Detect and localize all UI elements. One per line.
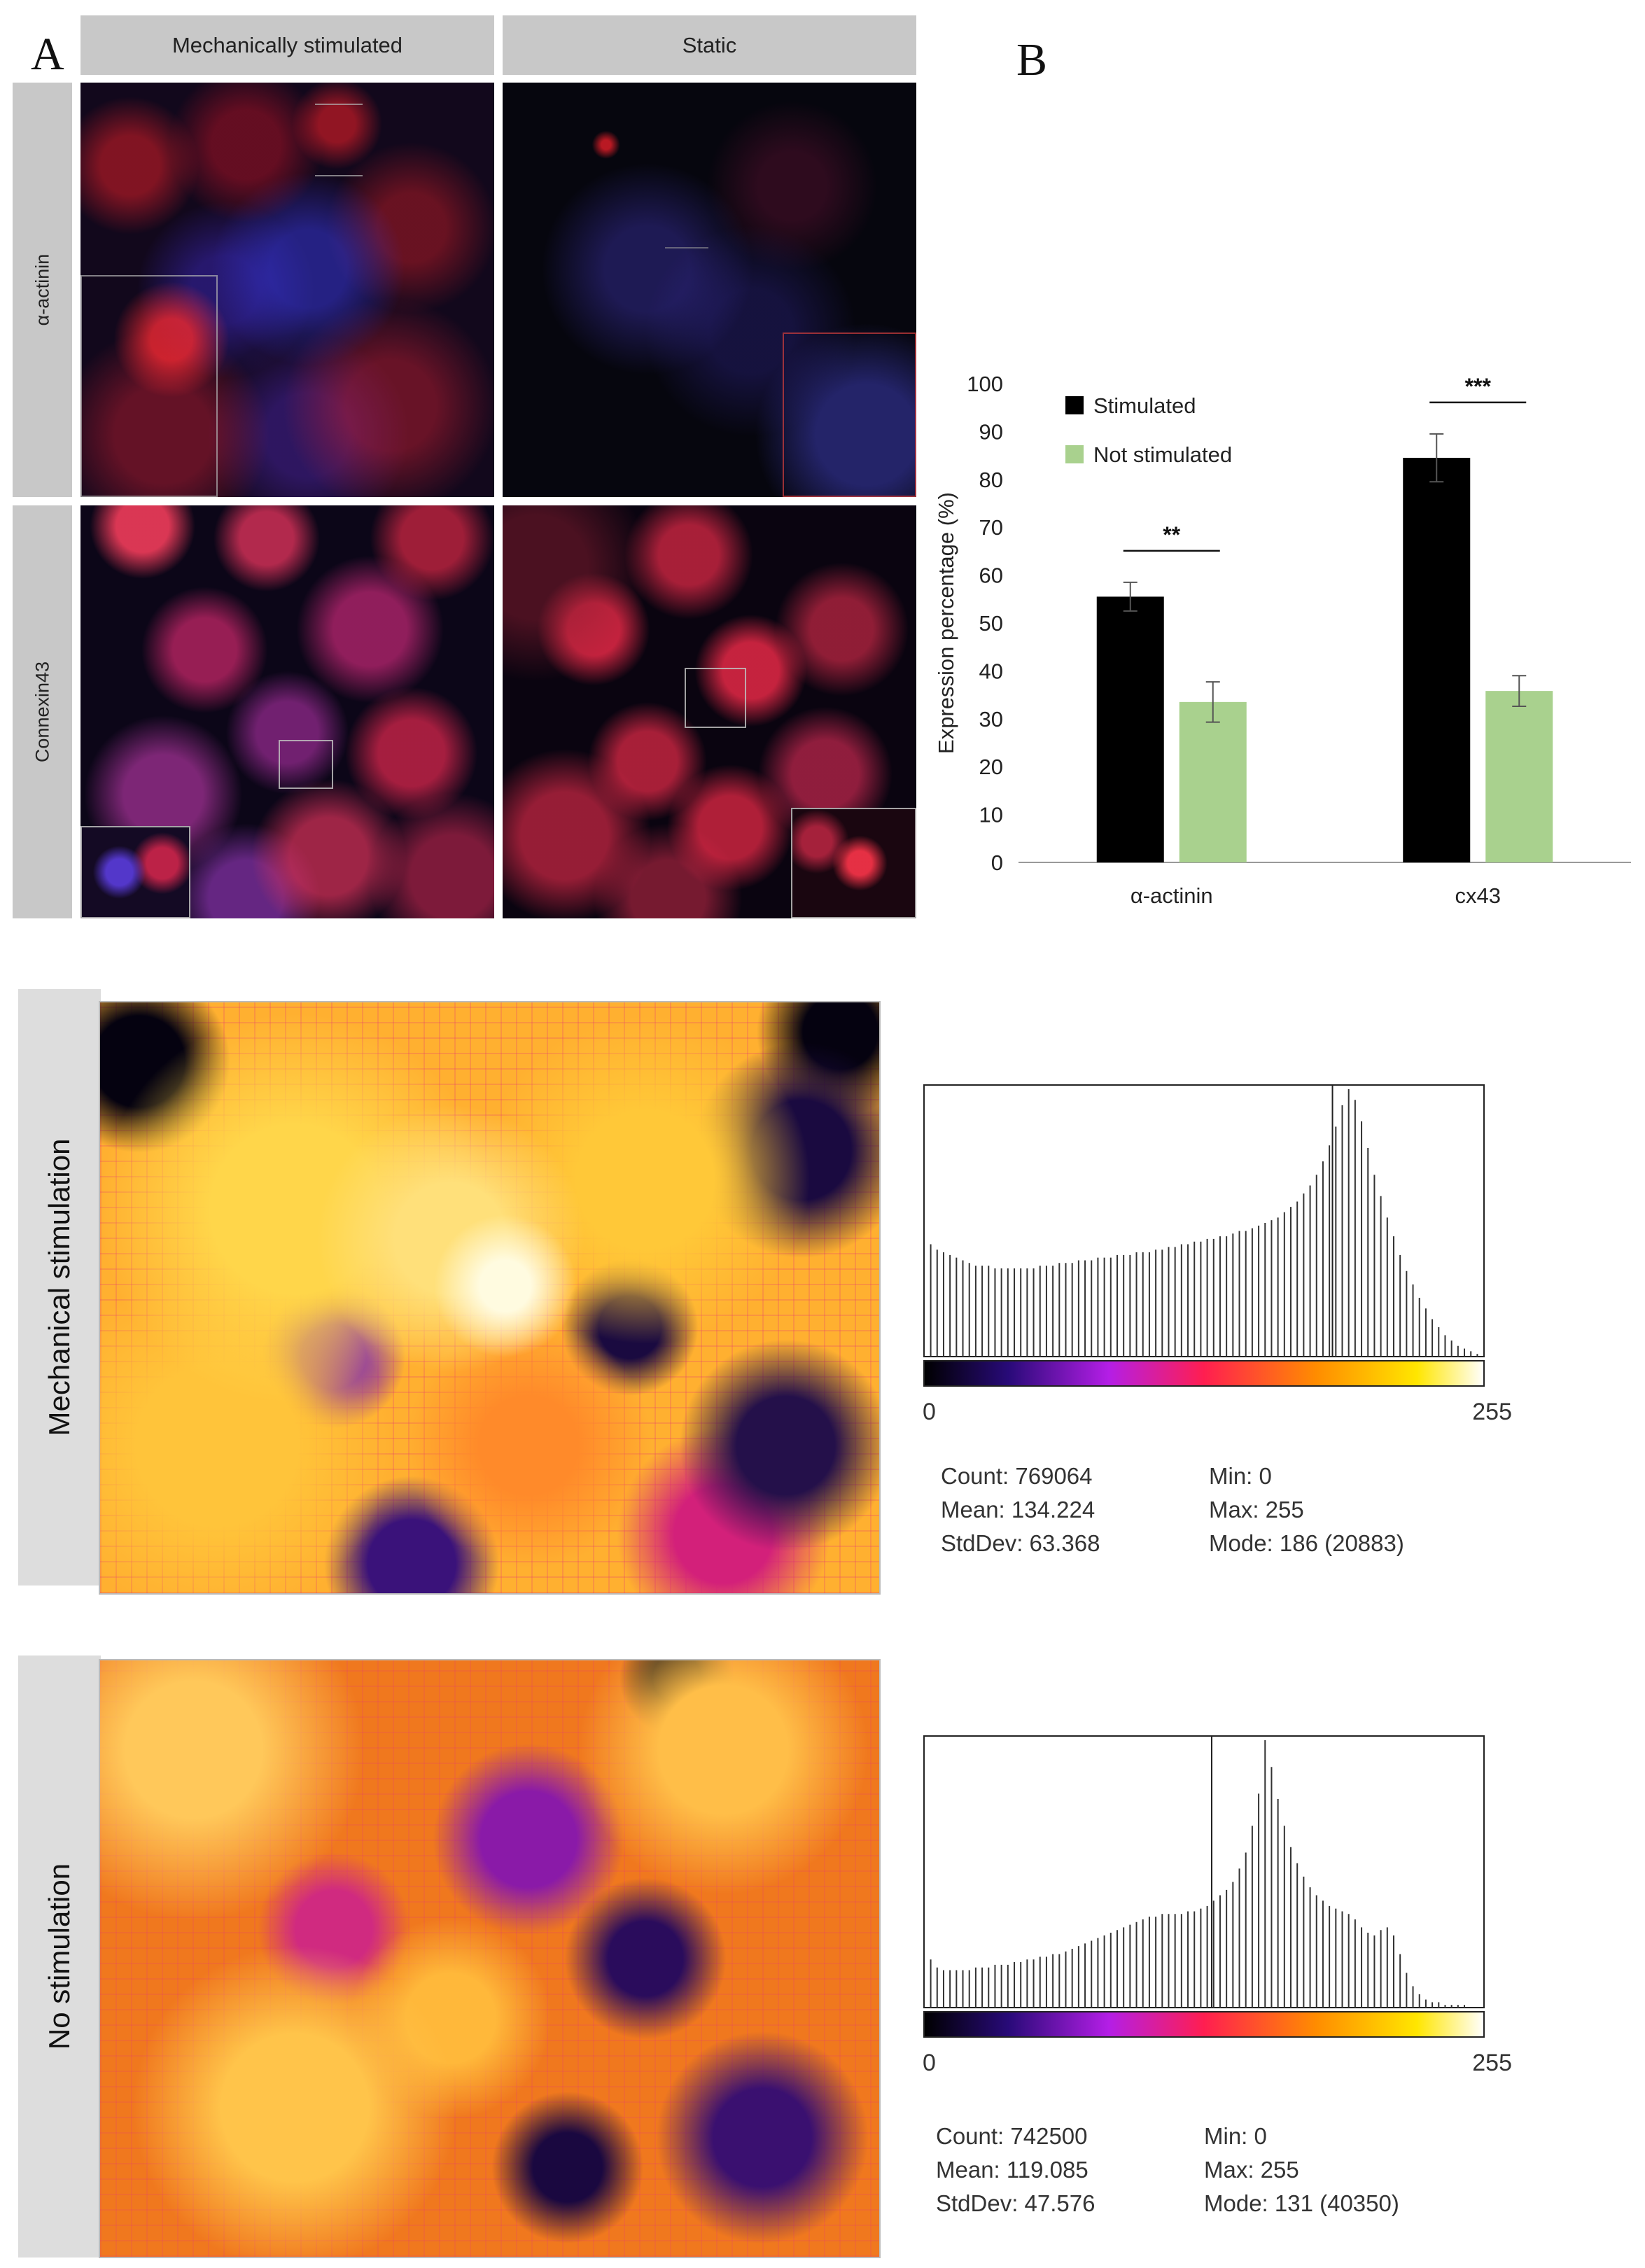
histogram-frame	[923, 1084, 1485, 1357]
panel-label-b: B	[1016, 34, 1048, 85]
micrograph-alpha-actinin-stimulated	[80, 83, 494, 497]
histogram-stimulated: 0 255	[923, 1084, 1512, 1425]
stat-stddev: StdDev: 63.368	[941, 1530, 1100, 1556]
micrograph-alpha-actinin-static	[503, 83, 916, 497]
stat-max: Max: 255	[1209, 1497, 1304, 1522]
stat-mean: Mean: 119.085	[936, 2157, 1088, 2183]
stats-left-stimulated: Count: 769064 Mean: 134.224 StdDev: 63.3…	[941, 1460, 1100, 1560]
bar-not-stimulated	[1179, 701, 1247, 862]
row-header-connexin43: Connexin43	[13, 505, 72, 918]
row-label-no-stimulation: No stimulation	[18, 1656, 101, 2258]
bar-stimulated	[1096, 596, 1164, 862]
stat-count: Count: 769064	[941, 1463, 1093, 1489]
intensity-heatmap-stimulated	[99, 1001, 881, 1595]
range-min-label: 0	[923, 2050, 936, 2076]
y-tick-label: 70	[979, 515, 1003, 540]
column-header-static: Static	[503, 15, 916, 75]
range-max-label: 255	[1472, 2050, 1512, 2076]
significance-stars: ***	[1465, 374, 1492, 399]
column-header-stimulated: Mechanically stimulated	[80, 15, 494, 75]
y-tick-label: 90	[979, 419, 1003, 444]
range-max-label: 255	[1472, 1399, 1512, 1425]
row-header-alpha-actinin: α-actinin	[13, 83, 72, 497]
row-label-mechanical-stimulation: Mechanical stimulation	[18, 989, 101, 1586]
range-min-label: 0	[923, 1399, 936, 1425]
stats-right-stimulated: Min: 0 Max: 255 Mode: 186 (20883)	[1209, 1460, 1404, 1560]
stat-min: Min: 0	[1209, 1463, 1272, 1489]
roi-box	[665, 247, 708, 248]
stat-count: Count: 742500	[936, 2123, 1088, 2149]
micrograph-connexin43-static	[503, 505, 916, 918]
roi-box	[279, 740, 333, 789]
y-tick-label: 80	[979, 468, 1003, 492]
legend-swatch	[1065, 445, 1084, 463]
legend-swatch	[1065, 396, 1084, 414]
panel-label-a: A	[31, 29, 64, 80]
intensity-heatmap-no-stimulation	[99, 1659, 881, 2258]
legend-label: Not stimulated	[1093, 442, 1232, 467]
stat-stddev: StdDev: 47.576	[936, 2190, 1096, 2216]
x-tick-label: cx43	[1455, 883, 1501, 908]
stat-max: Max: 255	[1204, 2157, 1299, 2183]
y-tick-label: 40	[979, 659, 1003, 683]
roi-box	[315, 104, 363, 176]
bar-stimulated	[1403, 458, 1471, 862]
inset-zoom-box	[80, 275, 218, 497]
y-tick-label: 30	[979, 707, 1003, 732]
legend-label: Stimulated	[1093, 393, 1196, 418]
y-axis-label: Expression percentage (%)	[934, 492, 958, 754]
roi-box	[685, 668, 746, 728]
bar-not-stimulated	[1485, 691, 1553, 862]
stat-mode: Mode: 131 (40350)	[1204, 2190, 1399, 2216]
micrograph-connexin43-stimulated	[80, 505, 494, 918]
stat-mean: Mean: 134.224	[941, 1497, 1096, 1522]
inset-zoom-box	[791, 808, 916, 918]
inset-zoom-box	[783, 332, 916, 497]
y-tick-label: 60	[979, 564, 1003, 588]
inset-zoom-box	[80, 826, 190, 918]
x-tick-label: α-actinin	[1130, 883, 1213, 908]
stat-min: Min: 0	[1204, 2123, 1267, 2149]
stats-left-no-stimulation: Count: 742500 Mean: 119.085 StdDev: 47.5…	[936, 2120, 1096, 2220]
stats-right-no-stimulation: Min: 0 Max: 255 Mode: 131 (40350)	[1204, 2120, 1399, 2220]
y-tick-label: 100	[967, 372, 1003, 396]
lut-colorbar	[923, 2011, 1485, 2038]
y-tick-label: 10	[979, 803, 1003, 827]
y-tick-label: 20	[979, 755, 1003, 779]
significance-stars: **	[1163, 522, 1180, 547]
y-tick-label: 0	[991, 850, 1003, 875]
histogram-no-stimulation: 0 255	[923, 1735, 1512, 2076]
histogram-frame	[923, 1735, 1485, 2008]
y-tick-label: 50	[979, 611, 1003, 636]
lut-colorbar	[923, 1360, 1485, 1387]
stat-mode: Mode: 186 (20883)	[1209, 1530, 1404, 1556]
